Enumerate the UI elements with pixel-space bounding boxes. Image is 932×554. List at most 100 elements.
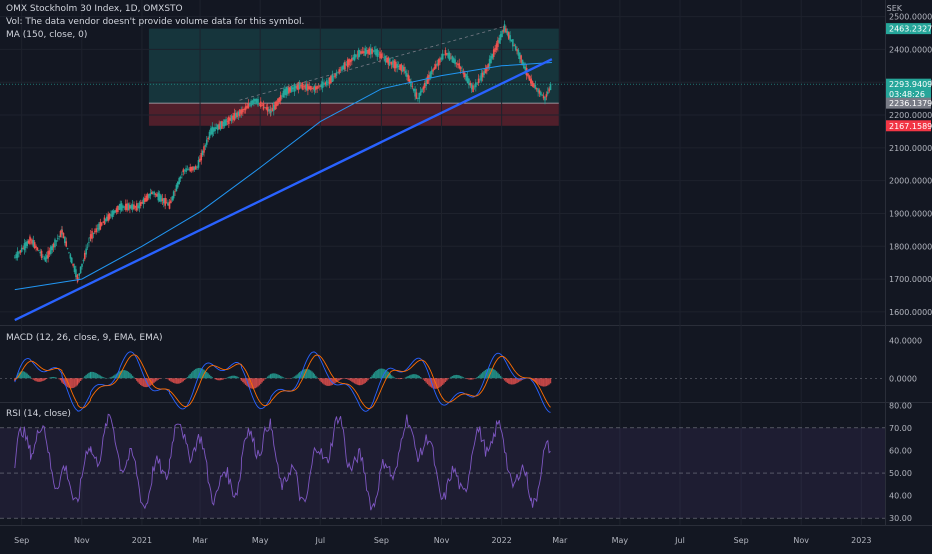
ma-legend[interactable]: MA (150, close, 0) <box>6 30 87 41</box>
macd-histogram-bar <box>46 378 47 379</box>
symbol-title[interactable]: OMX Stockholm 30 Index, 1D, OMXSTO <box>6 4 183 15</box>
price-tick-label: 2000.0000 <box>889 177 932 186</box>
macd-histogram-bar <box>314 374 315 378</box>
macd-line <box>15 352 551 413</box>
macd-histogram-bar <box>72 378 73 388</box>
rsi-legend[interactable]: RSI (14, close) <box>6 409 71 420</box>
candle-body <box>225 119 227 125</box>
price-tick-label: 1600.0000 <box>889 308 932 317</box>
candle-body <box>93 233 95 234</box>
macd-histogram-bar <box>461 377 462 379</box>
candle-body <box>436 64 438 66</box>
macd-histogram-bar <box>476 377 477 378</box>
candle-body <box>421 89 423 92</box>
macd-histogram-bar <box>460 376 461 378</box>
candle-body <box>209 132 211 138</box>
candle-body <box>78 273 80 275</box>
macd-histogram-bar <box>214 378 215 379</box>
candle-body <box>348 59 350 66</box>
macd-histogram-bar <box>478 376 479 378</box>
macd-histogram-bar <box>25 373 26 379</box>
macd-histogram-bar <box>184 378 185 380</box>
candle-body <box>217 124 219 130</box>
candle-body <box>187 169 189 170</box>
candle-body <box>14 258 16 259</box>
macd-legend[interactable]: MACD (12, 26, close, 9, EMA, EMA) <box>6 333 163 344</box>
candle-body <box>391 62 393 65</box>
macd-histogram-bar <box>401 378 402 379</box>
time-tick-label: Sep <box>14 536 29 545</box>
macd-histogram-bar <box>501 377 502 378</box>
candle-body <box>336 72 338 75</box>
macd-histogram-bar <box>414 374 415 378</box>
macd-histogram-bar <box>365 378 366 383</box>
candle-body <box>276 102 278 107</box>
macd-histogram-bar <box>420 377 421 378</box>
currency-label: SEK <box>887 4 902 13</box>
macd-histogram-bar <box>159 378 160 379</box>
macd-histogram-bar <box>371 375 372 378</box>
macd-histogram-bar <box>416 375 417 379</box>
candle-body <box>242 109 244 112</box>
candle-body <box>319 86 321 87</box>
macd-histogram-bar <box>391 375 392 378</box>
macd-histogram-bar <box>178 378 179 383</box>
candle-body <box>507 31 509 35</box>
candle-body <box>210 128 212 134</box>
candle-body <box>102 222 104 223</box>
macd-histogram-bar <box>319 378 320 380</box>
macd-histogram-bar <box>405 377 406 378</box>
macd-histogram-bar <box>126 371 127 378</box>
macd-histogram-bar <box>129 373 130 378</box>
candle-body <box>527 73 529 76</box>
candle-body <box>125 204 127 210</box>
candle-body <box>53 244 55 248</box>
candle-body <box>159 194 161 202</box>
macd-histogram-bar <box>38 378 39 382</box>
candle-body <box>519 53 521 60</box>
candle-body <box>184 170 186 171</box>
candle-body <box>31 239 33 243</box>
macd-histogram-bar <box>218 378 219 380</box>
candle-body <box>417 98 419 99</box>
macd-histogram-bar <box>241 378 242 380</box>
macd-histogram-bar <box>187 377 188 378</box>
rsi-tick-label: 80.00 <box>889 401 912 410</box>
macd-histogram-bar <box>173 378 174 383</box>
macd-histogram-bar <box>71 378 72 388</box>
candle-body <box>177 182 179 188</box>
macd-histogram-bar <box>87 374 88 379</box>
candle-body <box>406 73 408 77</box>
time-tick-label: Nov <box>74 536 90 545</box>
candle-body <box>475 82 477 87</box>
candle-body <box>370 48 372 54</box>
macd-histogram-bar <box>367 378 368 380</box>
candle-body <box>445 50 447 55</box>
macd-histogram-bar <box>377 370 378 378</box>
candle-body <box>132 204 134 209</box>
macd-histogram-bar <box>457 375 458 378</box>
candle-body <box>362 51 364 53</box>
macd-histogram-bar <box>375 371 376 378</box>
macd-histogram-bar <box>379 369 380 379</box>
candle-body <box>238 112 240 116</box>
candle-body <box>414 89 416 97</box>
macd-histogram-bar <box>224 378 225 379</box>
rsi-tick-label: 60.00 <box>889 446 912 455</box>
macd-histogram-bar <box>77 378 78 384</box>
macd-histogram-bar <box>190 374 191 378</box>
candle-body <box>153 192 155 195</box>
candle-body <box>71 258 73 264</box>
candle-body <box>476 83 478 84</box>
macd-histogram-bar <box>539 378 540 385</box>
candle-body <box>259 103 261 104</box>
rsi-tick-label: 30.00 <box>889 514 912 523</box>
macd-histogram-bar <box>470 378 471 379</box>
candle-body <box>518 50 520 56</box>
candle-body <box>511 39 513 41</box>
candle-body <box>548 88 550 91</box>
candle-body <box>253 99 255 104</box>
candle-body <box>363 51 365 53</box>
